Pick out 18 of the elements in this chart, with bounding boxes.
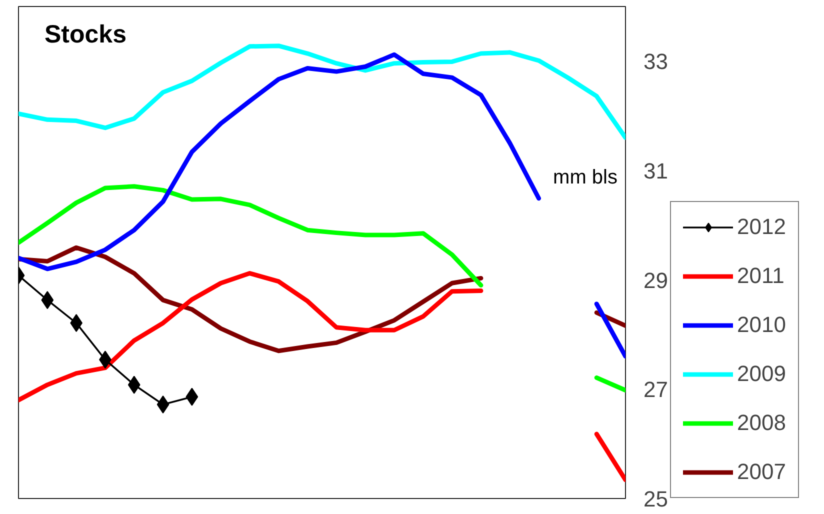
y-tick-label: 25 bbox=[644, 486, 668, 512]
y-tick-label: 31 bbox=[644, 158, 668, 184]
text: Stocks bbox=[44, 20, 126, 48]
line-series bbox=[18, 44, 626, 140]
y-axis-title: mm bls bbox=[553, 166, 618, 188]
point bbox=[186, 388, 198, 406]
legend-label: 2007 bbox=[737, 459, 786, 485]
point bbox=[128, 376, 140, 394]
legend-label: 2012 bbox=[737, 214, 786, 240]
y-tick-label: 33 bbox=[644, 49, 668, 74]
y-tick-label: 29 bbox=[644, 268, 668, 293]
legend-label: 2011 bbox=[737, 263, 784, 289]
legend-label: 2009 bbox=[737, 361, 786, 387]
legend-label: 2010 bbox=[737, 312, 786, 338]
y-tick-label: 27 bbox=[644, 377, 668, 402]
legend-label: 2008 bbox=[737, 410, 786, 436]
point bbox=[156, 395, 170, 414]
point bbox=[41, 291, 54, 310]
